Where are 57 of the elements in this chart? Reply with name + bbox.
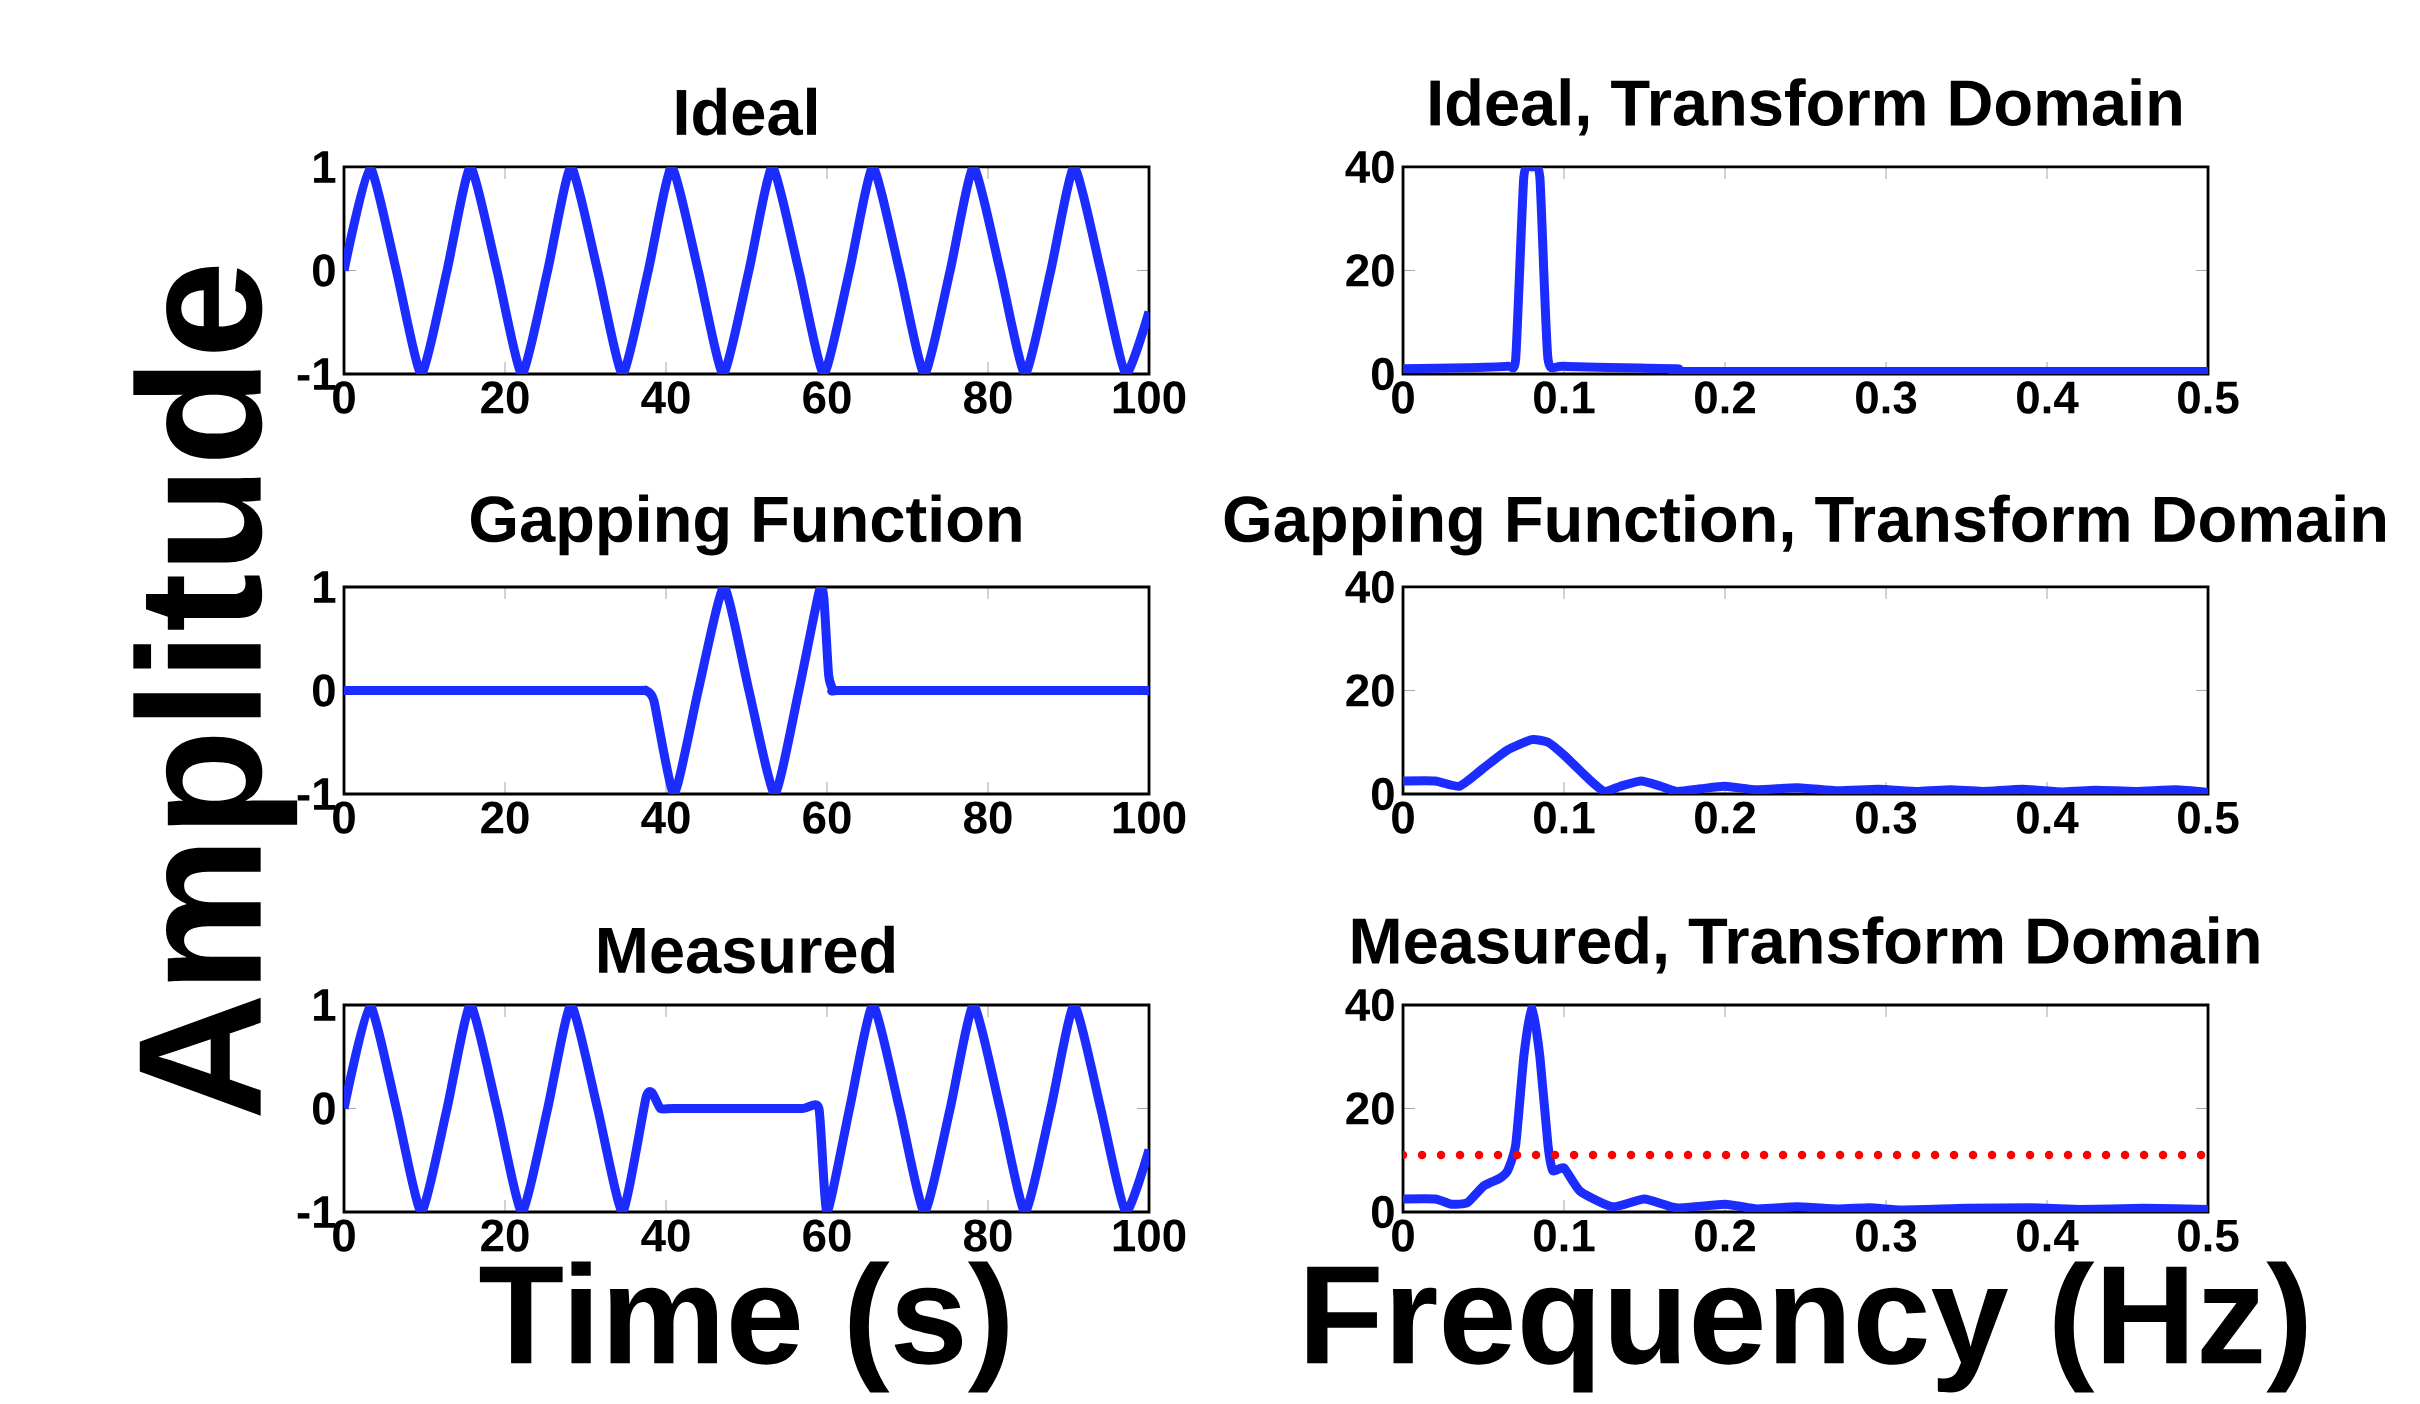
y-tick-label: 1 [314, 989, 336, 1021]
x-tick-label: 0.2 [1695, 381, 1755, 414]
chart-title: Measured, Transform Domain [1352, 916, 2259, 974]
x-tick-label: 0.5 [2178, 381, 2239, 414]
x-tick-label: 0.1 [1534, 801, 1595, 834]
x-tick-label: 0.4 [2017, 801, 2079, 834]
x-tick-label: 80 [964, 801, 1012, 834]
chart-title: Measured [599, 925, 894, 974]
x-tick-label: 0.1 [1534, 1219, 1595, 1252]
x-axis-title: Frequency (Hz) [1307, 1261, 2307, 1393]
y-axis-title: Amplitude [133, 266, 298, 1116]
x-tick-label: 0.3 [1856, 1219, 1917, 1252]
x-tick-label: 20 [481, 381, 529, 414]
x-axis-title: Time (s) [479, 1261, 1008, 1393]
x-tick-label: 40 [641, 381, 690, 414]
x-tick-label: 20 [481, 1219, 529, 1252]
y-tick-label: 0 [313, 1092, 335, 1125]
x-tick-label: 0.4 [2017, 1219, 2079, 1252]
y-tick-label: 20 [1346, 674, 1394, 707]
x-tick-label: 0.5 [2178, 801, 2239, 834]
x-tick-label: 0.1 [1534, 381, 1595, 414]
y-tick-label: 0 [313, 254, 335, 287]
x-tick-label: 100 [1113, 381, 1186, 414]
y-tick-label: 40 [1345, 570, 1394, 604]
y-tick-label: 0 [1372, 357, 1394, 391]
x-tick-label: 40 [641, 1219, 690, 1252]
x-tick-label: 0 [1392, 1219, 1414, 1252]
chart-title: Ideal, Transform Domain [1430, 78, 2181, 136]
x-tick-label: 60 [803, 1219, 851, 1252]
y-tick-label: 1 [314, 571, 336, 603]
chart-title: Ideal [676, 87, 816, 136]
y-tick-label: 0 [1372, 1195, 1394, 1229]
y-tick-label: 20 [1346, 254, 1394, 287]
chart-title: Gapping Function, Transform Domain [1224, 494, 2385, 556]
x-tick-label: 80 [964, 1219, 1012, 1252]
y-tick-label: 40 [1345, 150, 1394, 184]
y-tick-label: 0 [1372, 777, 1394, 811]
chart-title: Gapping Function [471, 494, 1021, 556]
x-tick-label: 0.2 [1695, 801, 1755, 834]
x-tick-label: 0.5 [2178, 1219, 2239, 1252]
y-tick-label: 40 [1345, 988, 1394, 1022]
x-tick-label: 40 [641, 801, 690, 834]
x-tick-label: 0.3 [1856, 801, 1917, 834]
y-tick-label: 20 [1346, 1092, 1394, 1125]
x-tick-label: 100 [1113, 1219, 1186, 1252]
x-tick-label: 0.3 [1856, 381, 1917, 414]
x-tick-label: 80 [964, 381, 1012, 414]
x-tick-label: 0 [1392, 801, 1414, 834]
x-tick-label: 20 [481, 801, 529, 834]
y-tick-label: 0 [313, 674, 335, 707]
x-tick-label: 100 [1113, 801, 1186, 834]
x-tick-label: 0 [1392, 381, 1414, 414]
x-tick-label: 60 [803, 801, 851, 834]
x-tick-label: 0.2 [1695, 1219, 1755, 1252]
y-tick-label: 1 [314, 151, 336, 183]
x-tick-label: 0.4 [2017, 381, 2079, 414]
x-tick-label: 60 [803, 381, 851, 414]
